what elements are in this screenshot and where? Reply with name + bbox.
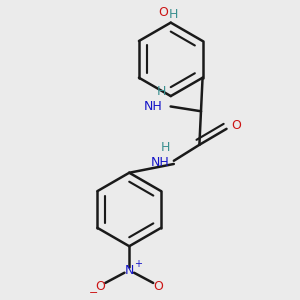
Text: O: O (158, 6, 168, 19)
Text: O: O (153, 280, 163, 292)
Text: H: H (156, 85, 166, 98)
Text: N: N (124, 264, 134, 277)
Text: H: H (169, 8, 178, 21)
Text: +: + (134, 260, 142, 269)
Text: −: − (89, 287, 98, 298)
Text: NH: NH (144, 100, 163, 113)
Text: NH: NH (150, 156, 169, 169)
Text: O: O (231, 119, 241, 132)
Text: H: H (161, 141, 170, 154)
Text: O: O (96, 280, 105, 292)
